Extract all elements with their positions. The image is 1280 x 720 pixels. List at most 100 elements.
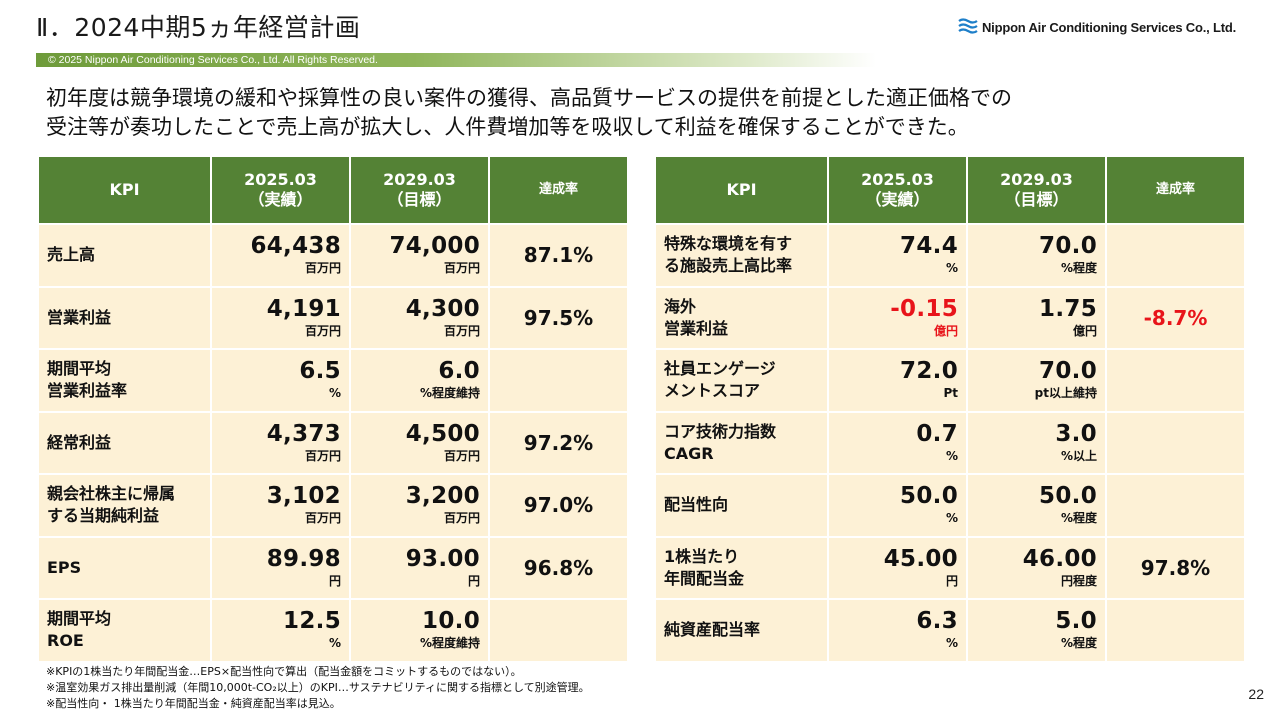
actual-unit: 億円	[933, 323, 958, 338]
achievement-rate-empty	[488, 348, 629, 413]
header-target: 2029.03 （目標）	[966, 155, 1107, 225]
actual-unit: 百万円	[304, 323, 341, 338]
table-row: 親会社株主に帰属 する当期純利益 3,102 百万円 3,200 百万円 97.0%	[37, 473, 629, 538]
header-target-year: 2029.03	[1000, 170, 1073, 189]
target-unit: 百万円	[443, 511, 480, 526]
kpi-table-right: KPI 2025.03 （実績） 2029.03 （目標） 達成率 特殊な環境を有す…	[654, 155, 1246, 663]
achievement-rate: 97.2%	[488, 410, 629, 475]
actual-value-cell: 50.0%	[827, 473, 968, 538]
header-rate: 達成率	[1105, 155, 1246, 225]
actual-value: 74.4	[900, 233, 958, 260]
target-unit: pt以上維持	[1034, 386, 1097, 401]
target-unit: %程度	[1060, 511, 1097, 526]
actual-value: 89.98	[266, 545, 341, 572]
footnote: ※KPIの1株当たり年間配当金…EPS×配当性向で算出（配当金額をコミットするも…	[46, 665, 522, 678]
target-value-cell: 6.0 %程度維持	[349, 348, 490, 413]
kpi-label-cell: 1株当たり 年間配当金	[654, 535, 829, 600]
kpi-label-cell: 売上高	[37, 223, 212, 288]
kpi-label-cell: 海外 営業利益	[654, 285, 829, 350]
actual-value: 3,102	[266, 483, 341, 510]
lead-text: 初年度は競争環境の緩和や採算性の良い案件の獲得、高品質サービスの提供を前提とした…	[46, 84, 1246, 142]
target-value-cell: 3,200 百万円	[349, 473, 490, 538]
header-kpi: KPI	[654, 155, 829, 225]
kpi-label-line: 配当性向	[664, 495, 729, 515]
actual-value-cell: 89.98 円	[210, 535, 351, 600]
actual-value: 6.5	[299, 358, 341, 385]
achievement-rate: 87.1%	[488, 223, 629, 288]
kpi-table-left: KPI 2025.03 （実績） 2029.03 （目標） 達成率 売上高 64,43…	[37, 155, 629, 663]
kpi-label-line: メントスコア	[664, 381, 761, 401]
achievement-rate: -8.7%	[1105, 285, 1246, 350]
kpi-label-line: 営業利益	[47, 307, 112, 327]
header-actual: 2025.03 （実績）	[827, 155, 968, 225]
kpi-label-cell: 配当性向	[654, 473, 829, 538]
actual-value-cell: -0.15 億円	[827, 285, 968, 350]
actual-value-cell: 72.0 Pt	[827, 348, 968, 413]
achievement-rate: 97.8%	[1105, 535, 1246, 600]
kpi-label-cell: 営業利益	[37, 285, 212, 350]
header-actual-year: 2025.03	[244, 170, 317, 189]
kpi-label-cell: 親会社株主に帰属 する当期純利益	[37, 473, 212, 538]
actual-value: 45.00	[883, 545, 958, 572]
header-actual-note: （実績）	[248, 190, 313, 209]
header-target: 2029.03 （目標）	[349, 155, 490, 225]
actual-unit: %	[945, 261, 958, 276]
target-value: 4,500	[405, 420, 480, 447]
footnote: ※温室効果ガス排出量削減（年間10,000t-CO₂以上）のKPI…サステナビリ…	[46, 681, 590, 694]
target-unit: %程度	[1060, 636, 1097, 651]
kpi-label-line: コア技術力指数	[664, 421, 777, 441]
kpi-label-cell: 経常利益	[37, 410, 212, 475]
actual-unit: 百万円	[304, 448, 341, 463]
actual-value-cell: 64,438 百万円	[210, 223, 351, 288]
actual-unit: %	[945, 636, 958, 651]
kpi-label-line: 純資産配当率	[664, 620, 761, 640]
header-kpi: KPI	[37, 155, 212, 225]
actual-unit: 百万円	[304, 261, 341, 276]
kpi-label-line: 親会社株主に帰属	[47, 484, 176, 504]
actual-value: 64,438	[250, 233, 341, 260]
target-unit: %程度維持	[419, 386, 480, 401]
target-value: 74,000	[389, 233, 480, 260]
target-value: 70.0	[1039, 358, 1097, 385]
kpi-label-line: CAGR	[664, 443, 714, 463]
actual-value: 50.0	[900, 483, 958, 510]
kpi-label-line: 社員エンゲージ	[664, 359, 776, 379]
achievement-rate: 97.0%	[488, 473, 629, 538]
target-value-cell: 4,500 百万円	[349, 410, 490, 475]
target-value-cell: 3.0 %以上	[966, 410, 1107, 475]
achievement-rate-empty	[1105, 598, 1246, 663]
target-value: 6.0	[438, 358, 480, 385]
kpi-label-line: 営業利益率	[47, 381, 128, 401]
actual-value-cell: 12.5%	[210, 598, 351, 663]
kpi-label-line: 売上高	[47, 245, 96, 265]
kpi-label-line: ROE	[47, 631, 84, 651]
target-value-cell: 50.0 %程度	[966, 473, 1107, 538]
header-target-note: （目標）	[1004, 190, 1069, 209]
target-value: 70.0	[1039, 233, 1097, 260]
kpi-label-line: 営業利益	[664, 318, 729, 338]
achievement-rate: 97.5%	[488, 285, 629, 350]
target-value-cell: 93.00 円	[349, 535, 490, 600]
company-logo: Nippon Air Conditioning Services Co., Lt…	[958, 18, 1236, 36]
kpi-label-line: 経常利益	[47, 432, 112, 452]
target-value: 3,200	[405, 483, 480, 510]
header-actual-note: （実績）	[865, 190, 930, 209]
actual-value-cell: 74.4%	[827, 223, 968, 288]
table-row: 営業利益 4,191 百万円 4,300 百万円 97.5%	[37, 285, 629, 350]
kpi-label-line: 年間配当金	[664, 568, 745, 588]
target-unit: %程度維持	[419, 636, 480, 651]
actual-value: 4,373	[266, 420, 341, 447]
actual-value-cell: 6.3%	[827, 598, 968, 663]
table-header-row: KPI 2025.03 （実績） 2029.03 （目標） 達成率	[654, 155, 1246, 225]
target-unit: 億円	[1072, 323, 1097, 338]
header-actual: 2025.03 （実績）	[210, 155, 351, 225]
kpi-label-line: 期間平均	[47, 609, 112, 629]
achievement-rate-empty	[1105, 473, 1246, 538]
logo-text: Nippon Air Conditioning Services Co., Lt…	[981, 19, 1236, 35]
target-value-cell: 74,000 百万円	[349, 223, 490, 288]
target-value-cell: 46.00 円程度	[966, 535, 1107, 600]
kpi-label-cell: EPS	[37, 535, 212, 600]
kpi-label-line: する当期純利益	[47, 506, 160, 526]
kpi-label-line: EPS	[47, 557, 82, 577]
actual-value-cell: 0.7%	[827, 410, 968, 475]
